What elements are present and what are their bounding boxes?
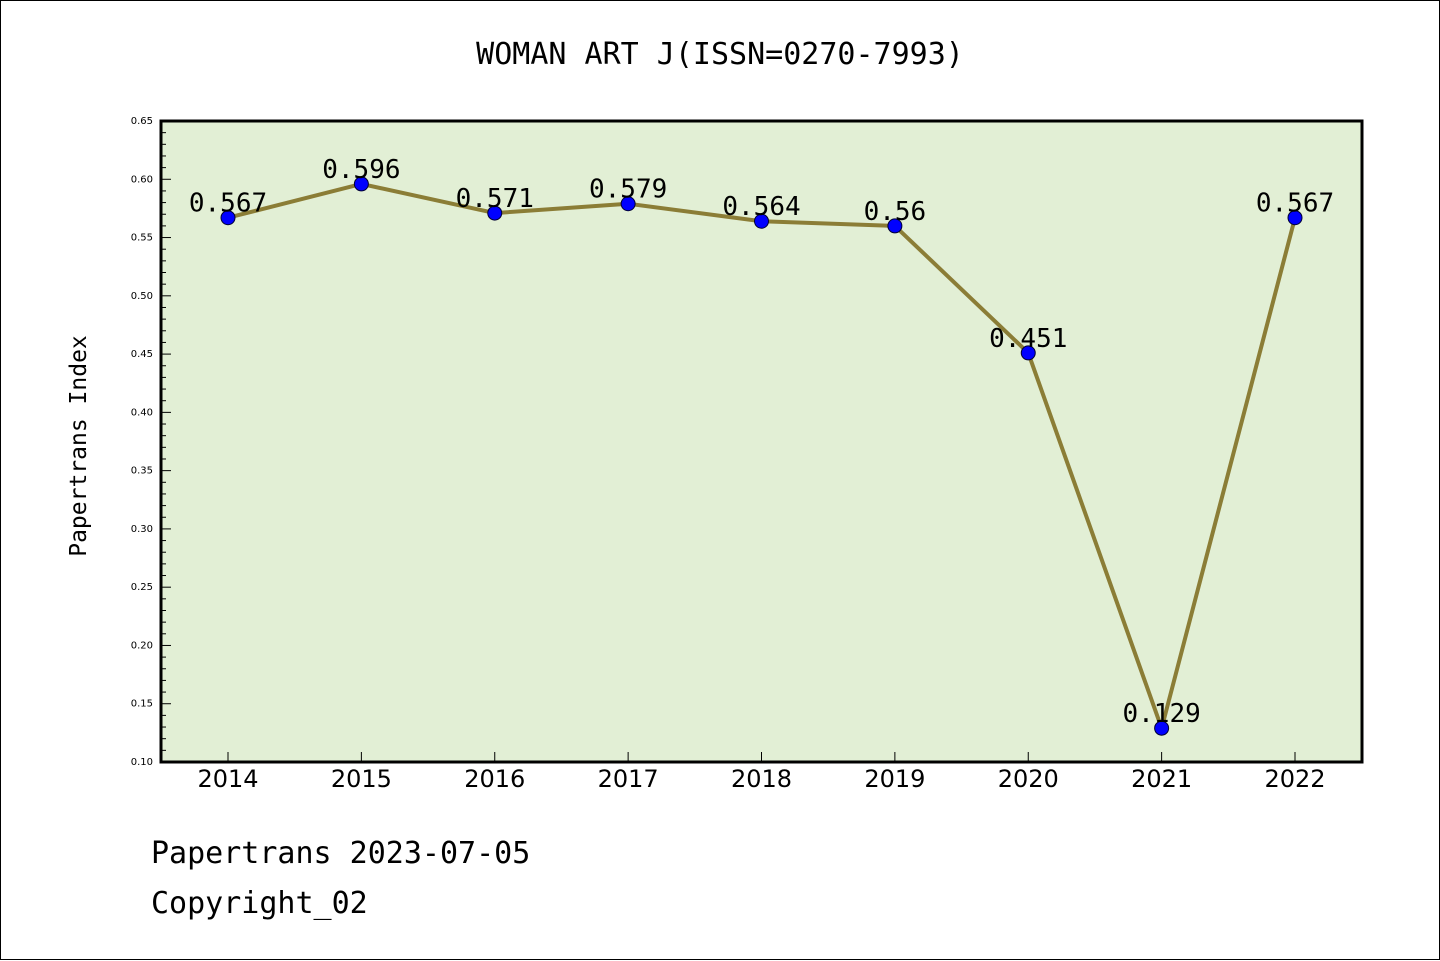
x-tick-label: 2018 [731, 765, 792, 793]
x-tick-label: 2019 [864, 765, 925, 793]
plot-border [159, 119, 1364, 764]
data-point [754, 213, 769, 229]
y-tick-label: 0.25 [131, 582, 153, 593]
x-axis: 2014 2015 2016 2017 2018 2019 2020 2021 2022 [197, 752, 1326, 793]
data-label: 0.567 [1256, 189, 1334, 219]
data-point [1287, 210, 1303, 226]
data-point [487, 205, 503, 221]
footer-copyright: Copyright_02 [151, 886, 368, 921]
y-tick-label: 0.50 [131, 291, 153, 302]
x-tick-label: 2015 [331, 765, 392, 793]
x-tick-label: 2022 [1264, 765, 1325, 793]
y-tick-label: 0.55 [131, 233, 153, 244]
y-tick-label: 0.35 [131, 466, 153, 477]
y-tick-label: 0.10 [131, 757, 153, 768]
data-point [887, 218, 903, 234]
x-tick-label: 2014 [197, 765, 258, 793]
footer-date: Papertrans 2023-07-05 [151, 836, 531, 871]
data-point [1020, 345, 1036, 361]
data-label: 0.571 [456, 184, 534, 214]
y-axis: 0.10 0.15 0.20 0.25 0.30 0.35 0.40 0.45 0.50 0.55… [131, 116, 171, 768]
data-point [1154, 720, 1170, 736]
y-tick-label: 0.65 [131, 116, 153, 127]
y-tick-label: 0.40 [131, 407, 153, 418]
data-label: 0.567 [189, 189, 267, 219]
data-label: 0.56 [864, 197, 927, 227]
x-tick-label: 2020 [998, 765, 1059, 793]
x-tick-label: 2016 [464, 765, 525, 793]
data-label: 0.579 [589, 175, 667, 205]
y-tick-label: 0.45 [131, 349, 153, 360]
y-tick-label: 0.30 [131, 524, 153, 535]
chart-title: WOMAN ART J(ISSN=0270-7993) [476, 37, 964, 72]
data-markers [220, 176, 1303, 736]
y-tick-label: 0.15 [131, 699, 153, 710]
data-labels: 0.567 0.596 0.571 0.579 0.564 0.56 0.451 0.129 0… [189, 155, 1334, 729]
y-tick-label: 0.60 [131, 174, 153, 185]
data-label: 0.129 [1122, 699, 1200, 729]
data-point [620, 196, 636, 212]
data-label: 0.564 [722, 192, 800, 222]
data-label: 0.596 [322, 155, 400, 185]
x-tick-label: 2017 [598, 765, 659, 793]
y-tick-label: 0.20 [131, 640, 153, 651]
data-point [353, 176, 369, 192]
data-label: 0.451 [989, 324, 1067, 354]
x-tick-label: 2021 [1131, 765, 1192, 793]
data-point [220, 210, 236, 226]
